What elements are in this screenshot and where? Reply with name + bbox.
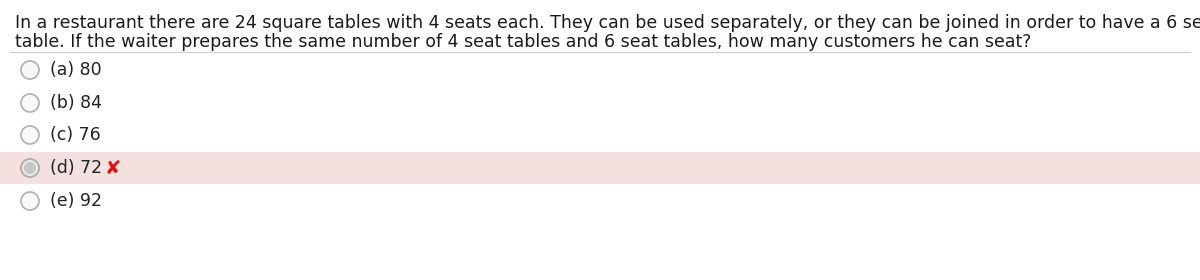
- Text: (b) 84: (b) 84: [50, 94, 102, 112]
- Circle shape: [22, 159, 38, 177]
- Text: In a restaurant there are 24 square tables with 4 seats each. They can be used s: In a restaurant there are 24 square tabl…: [14, 14, 1200, 32]
- FancyBboxPatch shape: [0, 152, 1200, 184]
- Circle shape: [22, 192, 38, 210]
- Circle shape: [22, 61, 38, 79]
- Text: (e) 92: (e) 92: [50, 192, 102, 210]
- Circle shape: [22, 94, 38, 112]
- Circle shape: [24, 162, 36, 174]
- Text: ✘: ✘: [106, 158, 121, 178]
- Circle shape: [22, 126, 38, 144]
- Text: (a) 80: (a) 80: [50, 61, 102, 79]
- Text: table. If the waiter prepares the same number of 4 seat tables and 6 seat tables: table. If the waiter prepares the same n…: [14, 33, 1031, 51]
- Text: (d) 72: (d) 72: [50, 159, 102, 177]
- Text: (c) 76: (c) 76: [50, 126, 101, 144]
